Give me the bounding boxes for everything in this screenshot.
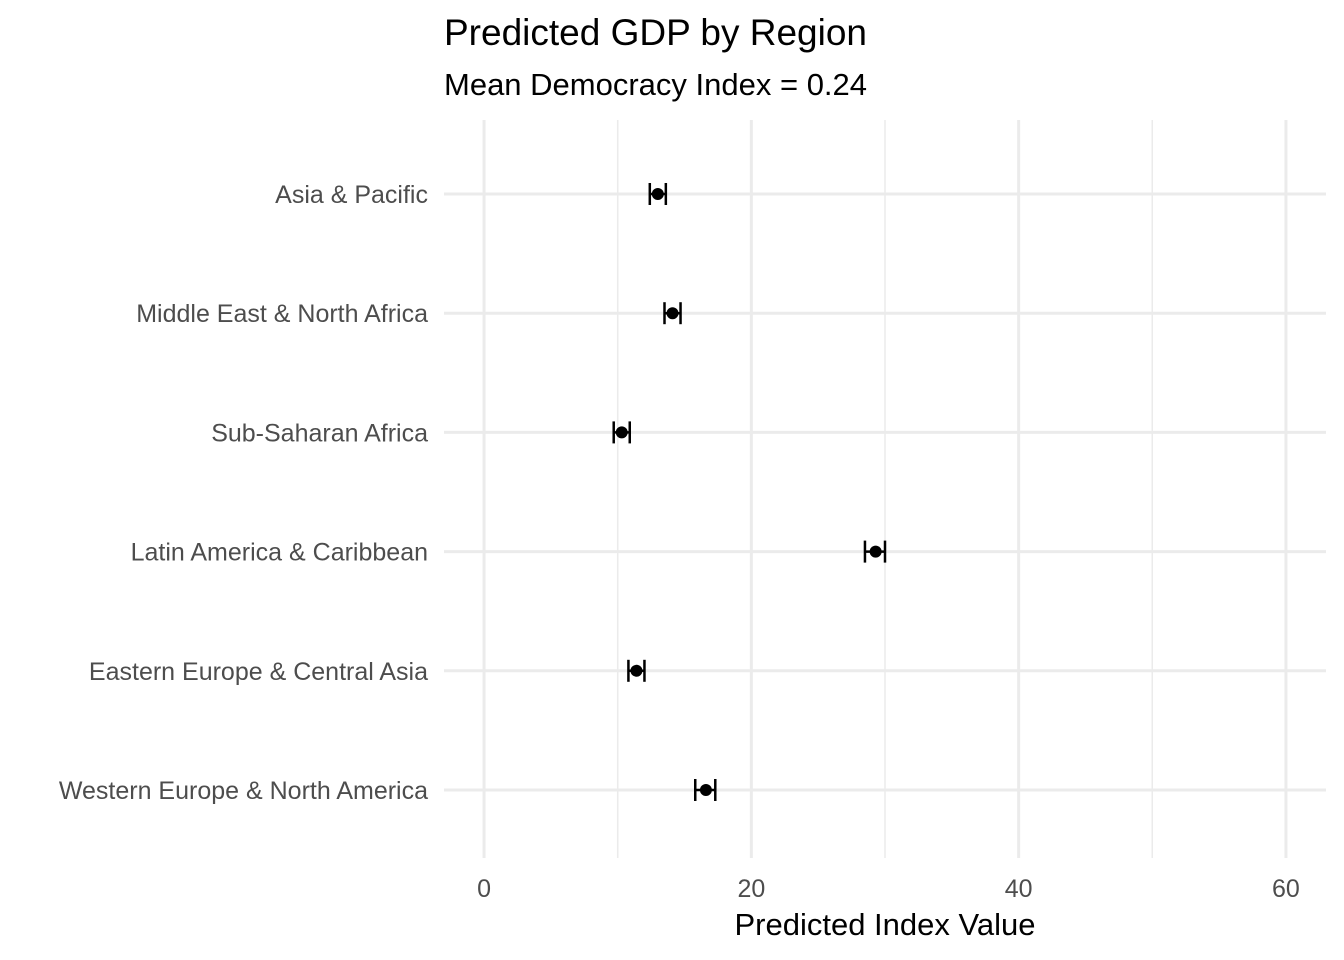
y-tick-label: Asia & Pacific xyxy=(275,181,428,209)
data-point xyxy=(699,784,712,796)
data-marks xyxy=(612,183,887,801)
x-tick-label: 60 xyxy=(1272,875,1300,903)
data-point xyxy=(615,426,628,439)
chart-title: Predicted GDP by Region xyxy=(444,12,867,53)
y-axis-labels: Asia & Pacific Middle East & North Africa… xyxy=(59,181,428,805)
x-axis-labels: 0 20 40 60 xyxy=(477,875,1300,903)
y-tick-label: Eastern Europe & Central Asia xyxy=(89,658,428,686)
x-tick-label: 20 xyxy=(737,875,765,903)
x-tick-label: 0 xyxy=(477,875,491,903)
y-tick-label: Sub-Saharan Africa xyxy=(211,419,428,447)
data-point xyxy=(666,307,679,320)
data-point xyxy=(630,664,643,677)
minor-gridlines xyxy=(616,120,1154,858)
x-tick-label: 40 xyxy=(1005,875,1033,903)
y-tick-label: Middle East & North Africa xyxy=(136,300,428,328)
y-tick-label: Western Europe & North America xyxy=(59,777,428,805)
data-point xyxy=(869,545,882,558)
y-tick-label: Latin America & Caribbean xyxy=(131,539,428,567)
data-point xyxy=(651,188,664,200)
chart-subtitle: Mean Democracy Index = 0.24 xyxy=(444,67,868,102)
x-axis-title: Predicted Index Value xyxy=(734,907,1035,942)
